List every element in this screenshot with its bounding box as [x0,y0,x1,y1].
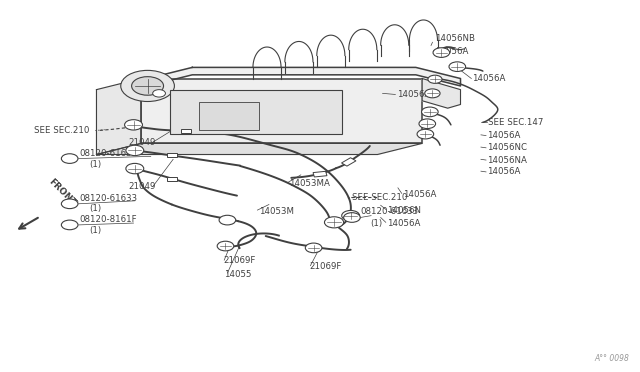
Text: 14056NA: 14056NA [487,155,527,164]
Circle shape [425,89,440,98]
Text: 14056A: 14056A [397,90,430,99]
Text: (1): (1) [89,226,101,235]
Text: 21049: 21049 [129,182,156,191]
Bar [342,158,356,166]
Bar [167,153,177,157]
Text: 14056NB: 14056NB [435,34,475,43]
Text: 14056A: 14056A [387,219,420,228]
Text: SEE SEC.210: SEE SEC.210 [352,193,407,202]
Circle shape [126,163,144,174]
Text: (1): (1) [370,219,382,228]
Circle shape [153,90,166,97]
Text: B: B [67,222,72,228]
Text: 14056A: 14056A [472,74,506,83]
Text: A°° 0098: A°° 0098 [595,354,630,363]
Circle shape [219,215,236,225]
Circle shape [342,211,360,221]
Text: 14056NC: 14056NC [487,143,527,152]
Circle shape [132,77,164,95]
Polygon shape [97,78,141,154]
Bar [170,90,342,134]
Text: 14053MA: 14053MA [289,179,330,187]
Text: 14056A: 14056A [435,47,468,56]
Circle shape [61,220,78,230]
Circle shape [417,129,434,139]
Text: 21069F: 21069F [223,256,255,265]
Text: (1): (1) [89,160,101,169]
Text: 14056N: 14056N [387,206,421,215]
Bar [198,102,259,130]
Bar [167,177,177,181]
Circle shape [428,75,442,83]
Circle shape [344,213,360,222]
Bar [180,129,191,133]
Text: B: B [349,215,355,221]
Text: SEE SEC.210: SEE SEC.210 [34,126,89,135]
Polygon shape [422,78,461,108]
Text: 21049: 21049 [129,138,156,147]
Circle shape [422,107,438,117]
Text: B: B [67,201,72,207]
Circle shape [449,62,466,71]
Text: 14056A: 14056A [487,131,521,140]
Polygon shape [97,143,422,154]
Circle shape [121,70,174,102]
Circle shape [433,48,450,57]
Text: 14056A: 14056A [403,190,436,199]
Text: 08120-61633: 08120-61633 [79,194,138,203]
Text: 08120-61633: 08120-61633 [361,208,419,217]
Circle shape [61,154,78,163]
Text: SEE SEC.147: SEE SEC.147 [488,118,543,127]
Text: 21069F: 21069F [309,262,342,271]
Text: 14055: 14055 [224,270,252,279]
Circle shape [126,145,144,155]
Text: 08120-8161F: 08120-8161F [79,215,137,224]
Bar [313,171,327,177]
Text: B: B [67,155,72,161]
Text: 14056A: 14056A [487,167,521,176]
Circle shape [419,119,436,129]
Text: 08120-61633: 08120-61633 [79,149,138,158]
Circle shape [125,120,143,130]
Circle shape [305,243,322,253]
Text: FRONT: FRONT [47,177,77,208]
Circle shape [324,217,344,228]
Circle shape [217,241,234,251]
Polygon shape [141,78,422,143]
Text: 14053M: 14053M [259,207,294,216]
Text: (1): (1) [89,205,101,214]
Polygon shape [148,67,461,86]
Circle shape [61,199,78,209]
